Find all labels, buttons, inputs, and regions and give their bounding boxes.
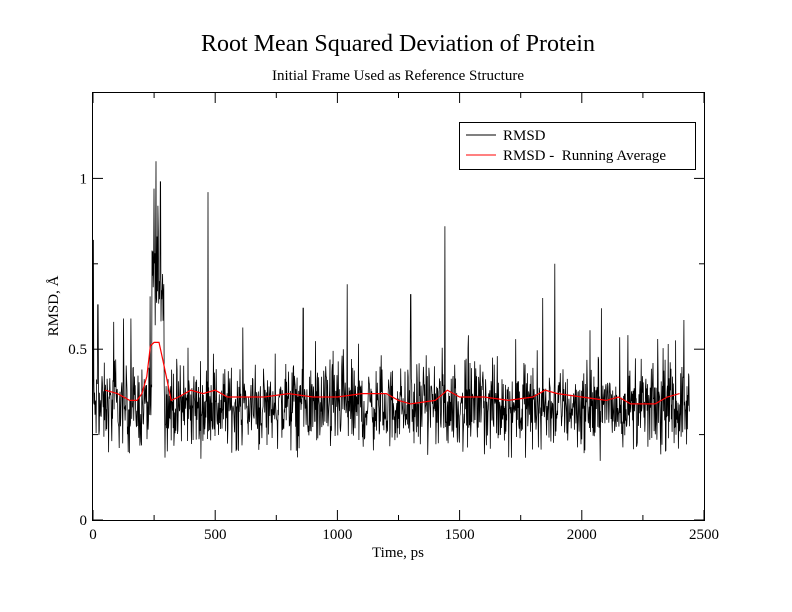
legend-label-running-average: RMSD - Running Average [503,148,666,164]
y-tick-label: 0 [80,513,88,529]
x-tick-label: 2000 [567,527,597,543]
chart-title: Root Mean Squared Deviation of Protein [201,31,595,57]
x-tick-label: 2500 [689,527,719,543]
x-tick-label: 0 [89,527,97,543]
x-tick-label: 1000 [322,527,352,543]
plot-frame [92,92,705,521]
x-axis-label: Time, ps [372,545,424,561]
x-tick-label: 500 [204,527,227,543]
legend-label-rmsd: RMSD [503,128,546,144]
x-tick-label: 1500 [445,527,475,543]
series-line-running-average [105,341,680,405]
series-line-rmsd [92,161,690,461]
series-layer [92,161,690,461]
axis-ticks: 0 500 1000 1500 2000 2500 0 0.5 1 [68,93,719,543]
y-tick-label: 1 [80,171,88,187]
chart-subtitle: Initial Frame Used as Reference Structur… [272,68,524,84]
y-axis-label: RMSD, Å [46,275,62,336]
y-tick-label: 0.5 [68,342,87,358]
legend: RMSD RMSD - Running Average [459,122,696,170]
legend-box [459,122,696,170]
